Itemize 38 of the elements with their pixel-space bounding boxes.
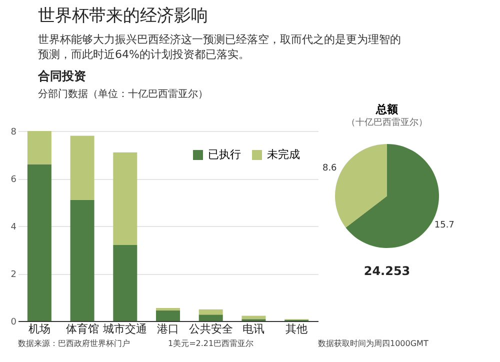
data-label: 8.6 <box>322 164 338 174</box>
text: 1美元=2.21巴西雷亚尔 <box>168 339 254 348</box>
bar <box>198 314 223 321</box>
text: 24.253 <box>364 264 410 278</box>
x-tick-label: 电讯 <box>242 322 265 336</box>
chart-title: 世界杯带来的经济影响 <box>38 6 208 26</box>
bar <box>70 136 94 200</box>
bar <box>27 164 52 321</box>
bar <box>156 310 180 321</box>
x-tick-label: 机场 <box>28 322 50 336</box>
text: 合同投资 <box>37 69 86 83</box>
y-axis-title: 分部门数据（单位：十亿巴西雷亚尔） <box>38 88 208 100</box>
pie-slice <box>335 144 387 228</box>
x-tick-label: 其他 <box>286 322 308 336</box>
y-tick-label: 0 <box>10 318 17 328</box>
bar <box>70 200 94 321</box>
source-note: 数据来源：巴西政府世界杯门户 <box>18 339 130 348</box>
bar <box>242 316 266 320</box>
bar <box>113 245 138 321</box>
bar <box>113 152 138 245</box>
x-tick-label: 港口 <box>157 322 179 336</box>
x-tick-label: 体育馆 <box>66 322 99 336</box>
y-tick-label: 2 <box>10 270 16 280</box>
x-tick-label: 城市交通 <box>102 322 148 336</box>
legend-label: 已执行 <box>208 148 241 161</box>
chart-subtitle: 世界杯能够大力振兴巴西经济这一预测已经落空，取而代之的是更为理智的预测，而此时近64%的计划投资都已落实。 <box>38 33 401 61</box>
y-tick-label: 8 <box>10 128 17 138</box>
legend-label: 未完成 <box>267 148 300 161</box>
text: 数据获取时间为周四1000GMT <box>318 339 428 348</box>
chart-subtitle: （十亿巴西雷亚尔） <box>346 117 428 128</box>
y-tick-label: 6 <box>10 175 17 185</box>
bar <box>27 131 52 164</box>
data-label: 15.7 <box>434 220 454 230</box>
bar <box>156 308 180 310</box>
x-tick-label: 公共安全 <box>188 322 233 336</box>
y-tick-label: 4 <box>10 222 17 232</box>
chart-title: 总额 <box>375 103 399 116</box>
bar <box>198 309 223 315</box>
